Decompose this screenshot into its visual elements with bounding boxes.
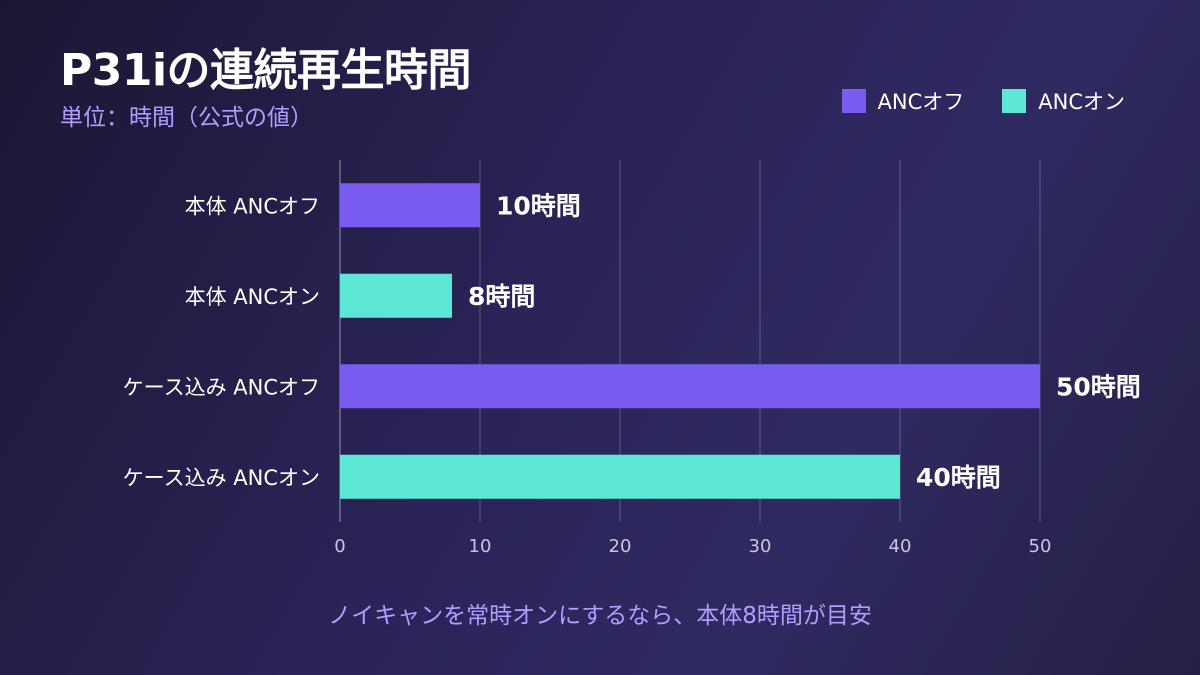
data-label: 8時間: [468, 282, 535, 311]
x-tick-label: 0: [334, 536, 345, 557]
legend-item-anc-off: ANCオフ: [841, 86, 965, 116]
bar: [340, 273, 452, 318]
category-label: ケース込み ANCオフ: [123, 375, 320, 399]
chart-annotation: ノイキャンを常時オンにするなら、本体8時間が目安: [328, 603, 872, 629]
x-tick-label: 20: [609, 536, 632, 557]
bar: [340, 183, 480, 228]
data-label: 10時間: [496, 191, 581, 220]
legend-label-anc-off: ANCオフ: [877, 90, 965, 114]
bar: [340, 364, 1040, 409]
chart-title: P31iの連続再生時間: [60, 45, 472, 96]
legend-swatch-anc-on: [1002, 89, 1027, 113]
legend-item-anc-on: ANCオン: [1002, 86, 1125, 116]
legend-swatch-anc-off: [841, 89, 866, 113]
category-label: 本体 ANCオン: [185, 285, 320, 309]
legend: ANCオフ ANCオン: [841, 86, 1125, 116]
data-label: 40時間: [916, 463, 1001, 492]
data-label: 50時間: [1056, 372, 1141, 401]
category-label: ケース込み ANCオン: [123, 466, 320, 490]
bar: [340, 454, 900, 499]
chart-subtitle: 単位：時間（公式の値）: [60, 105, 313, 131]
category-label: 本体 ANCオフ: [185, 194, 320, 218]
x-tick-label: 40: [889, 536, 912, 557]
x-tick-label: 10: [469, 536, 492, 557]
legend-label-anc-on: ANCオン: [1038, 90, 1125, 114]
x-tick-label: 30: [749, 536, 772, 557]
x-tick-label: 50: [1029, 536, 1052, 557]
